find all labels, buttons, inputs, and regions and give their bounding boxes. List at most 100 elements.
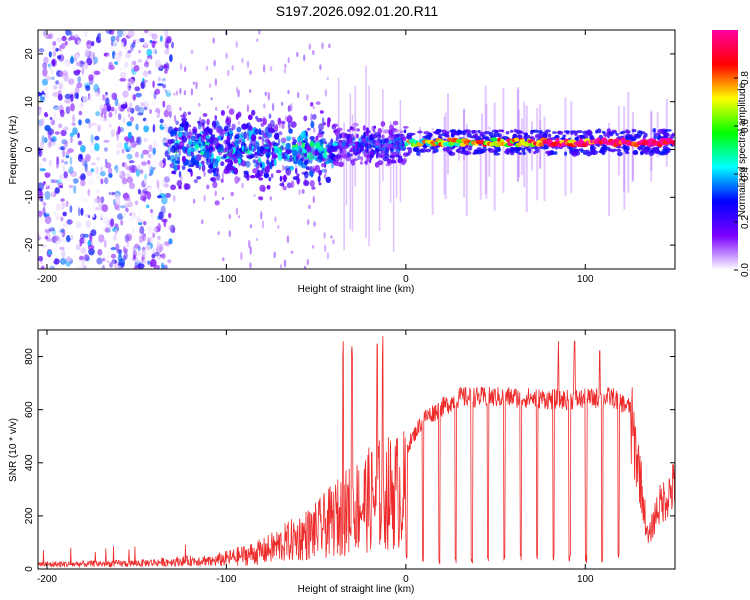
- heatmap-cell: [284, 165, 291, 171]
- heatmap-cell: [211, 124, 215, 132]
- heatmap-cell: [115, 243, 120, 251]
- heatmap-cell: [88, 144, 93, 153]
- heatmap-cell: [101, 204, 109, 213]
- heatmap-cell: [323, 232, 326, 239]
- heatmap-cell: [648, 151, 655, 156]
- heatmap-cell: [58, 174, 65, 180]
- heatmap-cell: [332, 123, 339, 128]
- heatmap-cell: [254, 172, 261, 179]
- heatmap-cell: [139, 169, 144, 175]
- heatmap-cell: [88, 74, 94, 81]
- heatmap-cell: [91, 149, 96, 154]
- heatmap-cell: [220, 161, 225, 167]
- heatmap-cell: [262, 118, 267, 126]
- heatmap-cell: [106, 53, 113, 60]
- heatmap-cell: [132, 183, 138, 190]
- heatmap-cell: [106, 105, 112, 112]
- heatmap-cell: [229, 133, 233, 140]
- heatmap-cell: [294, 164, 298, 168]
- heatmap-x-tick-label: 100: [577, 274, 594, 285]
- snr-line-chart: -200 -100 0 100 0 200 400 600 800 Height of stra…: [8, 329, 676, 595]
- heatmap-cell: [288, 124, 291, 130]
- heatmap-cell: [157, 256, 163, 260]
- line-x-tick-label: -100: [216, 574, 236, 585]
- heatmap-cell: [350, 148, 353, 153]
- heatmap-cell: [152, 232, 156, 238]
- heatmap-cell: [156, 242, 160, 249]
- heatmap-cell: [574, 136, 579, 141]
- heatmap-cell: [246, 132, 249, 141]
- heatmap-cell: [51, 138, 56, 147]
- heatmap-cell: [360, 145, 364, 151]
- heatmap-cell: [267, 127, 275, 133]
- heatmap-cell: [583, 134, 589, 140]
- heatmap-cell: [237, 89, 240, 98]
- line-x-tick-label: -200: [37, 574, 57, 585]
- heatmap-cell: [564, 151, 568, 156]
- line-y-tick-label: 800: [24, 348, 35, 365]
- heatmap-cell: [253, 193, 256, 197]
- heatmap-cell: [182, 111, 187, 118]
- heatmap-cell: [320, 131, 325, 135]
- heatmap-cell: [231, 64, 234, 71]
- heatmap-cell: [90, 134, 94, 143]
- line-y-tick-label: 200: [24, 507, 35, 524]
- heatmap-cell: [144, 136, 149, 143]
- heatmap-cell: [118, 249, 122, 257]
- line-x-axis-label: Height of straight line (km): [298, 584, 415, 595]
- heatmap-cell: [311, 186, 316, 190]
- heatmap-cell: [156, 51, 161, 57]
- heatmap-cell: [147, 226, 153, 235]
- heatmap-cell: [164, 150, 169, 157]
- heatmap-cell: [263, 132, 268, 139]
- heatmap-cell: [272, 124, 276, 132]
- heatmap-cell: [177, 164, 181, 171]
- heatmap-cell: [365, 127, 370, 134]
- heatmap-cell: [183, 66, 187, 73]
- heatmap-cell: [621, 145, 628, 150]
- heatmap-cell: [303, 265, 307, 269]
- heatmap-cell: [65, 200, 69, 207]
- heatmap-cell: [165, 192, 172, 199]
- heatmap-cell: [298, 161, 304, 168]
- heatmap-cell: [261, 220, 265, 229]
- heatmap-cell: [629, 136, 636, 141]
- heatmap-cell: [271, 102, 275, 112]
- heatmap-cell: [80, 191, 84, 199]
- heatmap-cell: [54, 242, 58, 247]
- heatmap-cell: [258, 156, 262, 164]
- heatmap-cell: [516, 142, 523, 147]
- heatmap-cell: [161, 196, 168, 205]
- heatmap-cell: [53, 258, 60, 265]
- heatmap-cell: [122, 30, 127, 37]
- heatmap-cell: [196, 176, 202, 180]
- heatmap-cell: [88, 248, 95, 256]
- heatmap-cell: [496, 147, 501, 153]
- heatmap-cell: [248, 239, 251, 249]
- heatmap-cell: [168, 71, 172, 79]
- heatmap-cell: [81, 157, 87, 167]
- heatmap-cell: [392, 134, 399, 139]
- heatmap-cell: [51, 58, 57, 67]
- heatmap-cell: [233, 167, 239, 175]
- heatmap-cell: [264, 91, 267, 97]
- heatmap-cell: [616, 151, 623, 157]
- heatmap-cell: [319, 64, 322, 71]
- heatmap-cell: [69, 231, 75, 240]
- heatmap-cell: [38, 262, 41, 268]
- heatmap-cell: [67, 219, 71, 225]
- heatmap-cell: [63, 61, 70, 67]
- heatmap-cell: [73, 66, 78, 71]
- heatmap-cell: [181, 117, 188, 122]
- heatmap-cell: [500, 138, 505, 143]
- heatmap-cell: [94, 143, 100, 152]
- heatmap-cell: [44, 236, 49, 240]
- heatmap-cell: [131, 228, 135, 234]
- heatmap-cell: [490, 137, 498, 142]
- heatmap-cell: [281, 175, 288, 181]
- heatmap-cell: [42, 62, 48, 70]
- heatmap-cell: [170, 138, 175, 144]
- heatmap-cell: [98, 234, 105, 243]
- heatmap-cell: [70, 103, 75, 112]
- heatmap-cell: [326, 147, 332, 153]
